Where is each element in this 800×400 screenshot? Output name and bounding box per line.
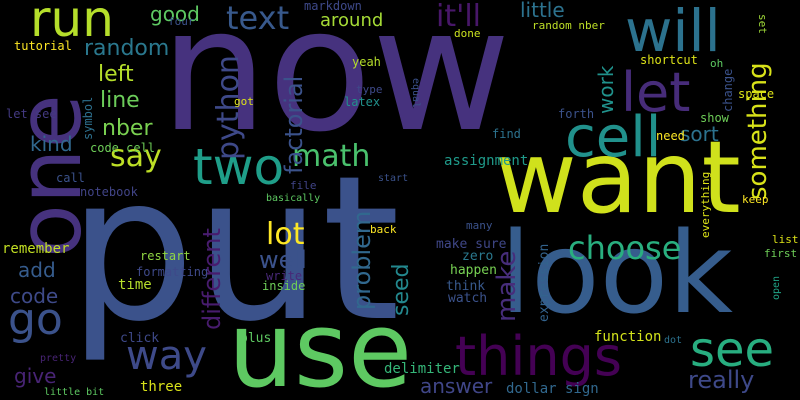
word: think <box>446 279 486 294</box>
word: factorial <box>280 75 308 174</box>
word: really <box>688 366 755 394</box>
word: equal <box>410 78 421 109</box>
word: put <box>68 133 401 366</box>
word: want <box>495 119 741 236</box>
word: tutorial <box>14 39 72 53</box>
word: give <box>14 364 57 388</box>
word: seed <box>389 263 414 317</box>
word: back <box>370 223 397 236</box>
word: dollar sign <box>506 381 599 397</box>
word: sort <box>680 122 719 146</box>
word: say <box>110 139 162 174</box>
word: little <box>520 0 565 22</box>
word: line <box>100 88 140 113</box>
word: way <box>126 333 207 379</box>
word: something <box>743 62 773 200</box>
word: notebook <box>80 185 138 199</box>
word: random nber <box>532 19 605 32</box>
word: file <box>290 179 317 192</box>
word: time <box>118 277 152 293</box>
word: good <box>150 2 200 26</box>
word: use <box>228 289 413 400</box>
word: run <box>30 0 114 48</box>
word: change <box>721 68 735 112</box>
word: lot <box>266 217 305 252</box>
word: go <box>8 294 63 345</box>
word: answer <box>420 374 493 398</box>
word: plus <box>240 331 272 346</box>
word: find <box>492 127 521 141</box>
word: call <box>56 171 85 185</box>
word: start <box>378 173 409 184</box>
word: make <box>492 250 522 322</box>
word: zero <box>462 249 494 264</box>
word: done <box>454 27 481 40</box>
word: math <box>292 139 371 174</box>
word: function <box>594 329 662 345</box>
word: around <box>320 10 384 31</box>
word: four <box>168 15 195 28</box>
word: space <box>738 87 775 101</box>
word: look <box>500 209 734 339</box>
word: it'll <box>436 0 482 34</box>
word: three <box>140 379 183 395</box>
word: different <box>198 228 226 330</box>
word: forth <box>558 107 595 121</box>
word: choose <box>568 229 682 267</box>
word: many <box>466 219 493 232</box>
word: pretty <box>40 353 77 364</box>
word: formatting <box>136 265 209 279</box>
word: delimiter <box>384 361 460 377</box>
word: add <box>18 258 56 282</box>
word: keep <box>742 193 769 206</box>
word: two <box>193 138 285 196</box>
word: type <box>356 83 383 96</box>
word: left <box>98 62 134 87</box>
word: basically <box>266 193 321 204</box>
word: got <box>234 95 254 108</box>
word: things <box>455 325 623 388</box>
word: happen <box>450 263 497 278</box>
word: well <box>259 246 307 274</box>
word: shortcut <box>640 53 698 67</box>
word: oh <box>710 57 724 70</box>
word: show <box>700 111 729 125</box>
word: dot <box>664 335 683 346</box>
word: assignment <box>444 153 529 169</box>
word: code cell <box>90 141 156 155</box>
word: little bit <box>44 387 105 398</box>
word: need <box>656 129 685 143</box>
word: let <box>621 61 691 124</box>
word: nber <box>102 116 153 141</box>
word: kind <box>30 132 73 156</box>
word: random <box>84 36 170 61</box>
word: list <box>772 233 799 246</box>
word: text <box>226 0 290 37</box>
word: let see <box>6 107 57 121</box>
word: watch <box>448 291 488 306</box>
word: make sure <box>436 237 507 252</box>
word: inside <box>262 279 306 293</box>
word: click <box>120 331 160 346</box>
word: will <box>625 0 721 65</box>
word: yeah <box>352 55 381 69</box>
word: now <box>160 0 511 170</box>
word: latex <box>344 95 381 109</box>
word: work <box>594 65 618 114</box>
word: see <box>690 322 775 378</box>
word: expression <box>537 243 552 322</box>
word: remember <box>2 241 70 257</box>
word: cell <box>565 105 662 170</box>
word: symbol <box>81 96 95 140</box>
word: set <box>756 14 769 34</box>
word: first <box>764 247 798 260</box>
word: everything <box>699 171 712 238</box>
word: code <box>10 284 59 308</box>
word: write <box>266 269 303 283</box>
word: markdown <box>304 0 362 13</box>
word: restart <box>140 249 191 263</box>
word: open <box>771 275 782 300</box>
